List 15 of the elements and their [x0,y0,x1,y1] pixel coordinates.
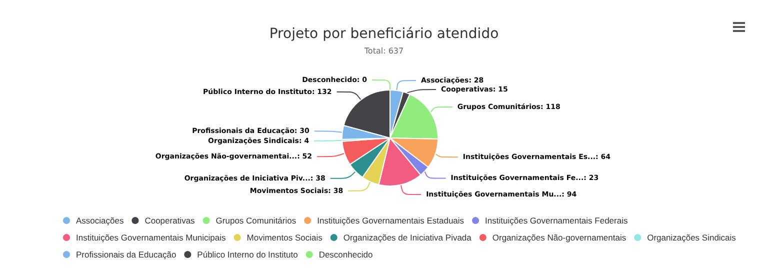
chart-subtitle: Total: 637 [363,46,404,56]
legend-label: Instituições Governamentais Estaduais [317,216,464,226]
legend-label: Desconhecido [318,250,373,260]
legend-label: Associações [76,216,124,226]
chart-title: Projeto por beneficiário atendido [269,26,499,42]
legend-label: Profissionais da Educação [76,250,176,260]
legend-label: Organizações de Iniciativa Pivada [343,232,472,242]
legend-label: Movimentos Sociais [246,232,322,242]
legend-label: Organizações Sindicais [647,232,736,242]
legend-label: Organizações Não-governamentais [492,232,626,242]
legend-label: Público Interno do Instituto [197,250,298,260]
legend-label: Instituições Governamentais Municipais [76,232,226,242]
legend-label: Grupos Comunitários [216,216,296,226]
legend-label: Instituições Governamentais Federais [485,216,628,226]
legend-label: Cooperativas [144,216,195,226]
